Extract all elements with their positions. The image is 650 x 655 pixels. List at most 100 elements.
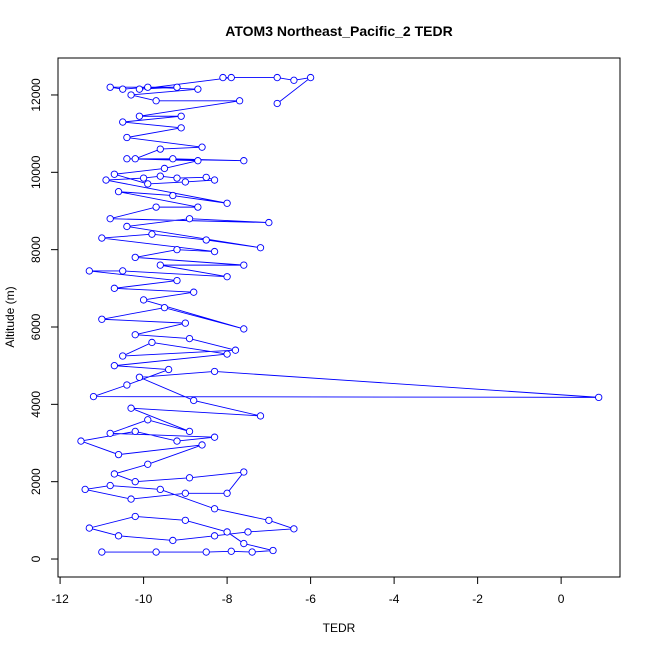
- y-tick-label: 10000: [29, 155, 43, 189]
- data-point: [110, 284, 119, 292]
- data-point: [110, 362, 119, 370]
- x-tick-label: -2: [472, 592, 483, 606]
- y-tick-label: 8000: [29, 236, 43, 263]
- data-point: [231, 346, 240, 354]
- y-tick-label: 2000: [29, 468, 43, 495]
- data-point: [190, 288, 198, 296]
- data-point: [131, 512, 139, 521]
- data-point: [106, 429, 114, 437]
- data-point: [185, 474, 194, 482]
- data-point: [227, 73, 235, 82]
- x-tick-label: -10: [135, 592, 153, 606]
- data-point: [123, 133, 131, 142]
- data-point: [223, 273, 231, 281]
- x-tick-label: 0: [558, 592, 565, 606]
- data-point: [177, 112, 185, 120]
- data-point: [198, 143, 206, 151]
- data-point: [240, 539, 248, 548]
- data-point: [123, 381, 131, 389]
- chart-title: ATOM3 Northeast_Pacific_2 TEDR: [225, 23, 452, 39]
- data-point: [119, 85, 127, 93]
- data-point: [210, 505, 219, 513]
- data-point: [240, 261, 248, 269]
- data-point: [173, 276, 181, 285]
- data-point: [160, 164, 169, 173]
- data-point: [185, 215, 194, 223]
- data-point: [114, 450, 123, 459]
- x-tick-label: -4: [389, 592, 400, 606]
- data-point: [98, 315, 106, 323]
- data-point: [139, 174, 148, 182]
- data-point: [244, 528, 252, 536]
- y-tick-label: 4000: [29, 391, 43, 418]
- data-point: [81, 485, 89, 494]
- data-point: [106, 215, 114, 223]
- data-point: [265, 218, 273, 227]
- data-point: [135, 373, 144, 381]
- data-point: [89, 392, 98, 401]
- data-point: [110, 170, 119, 178]
- data-point: [256, 244, 265, 252]
- data-point: [248, 548, 256, 556]
- data-point: [148, 230, 156, 238]
- data-point: [265, 516, 273, 524]
- data-point: [135, 112, 144, 120]
- data-point: [119, 267, 127, 275]
- data-point: [144, 416, 152, 424]
- data-point: [194, 85, 202, 93]
- data-point: [123, 222, 131, 231]
- data-point: [152, 548, 160, 556]
- data-point: [144, 180, 152, 188]
- data-point: [202, 173, 210, 181]
- data-point: [156, 261, 164, 269]
- data-point: [156, 485, 164, 494]
- data-point: [595, 393, 603, 402]
- data-point: [210, 433, 219, 441]
- data-point: [131, 331, 139, 339]
- data-point: [110, 470, 119, 478]
- data-point: [210, 176, 219, 184]
- data-point: [127, 404, 135, 412]
- data-point: [169, 155, 177, 163]
- data-point: [144, 83, 152, 91]
- data-point: [190, 396, 198, 405]
- data-point: [98, 234, 106, 242]
- data-point: [173, 174, 181, 182]
- data-point: [185, 334, 194, 343]
- x-tick-label: -12: [51, 592, 69, 606]
- data-point: [160, 304, 169, 312]
- data-point: [256, 412, 265, 420]
- data-point: [269, 546, 277, 555]
- data-point: [223, 199, 231, 207]
- data-point: [210, 532, 219, 540]
- data-point: [123, 155, 131, 163]
- data-point: [169, 191, 177, 200]
- data-point: [290, 525, 298, 533]
- data-point: [219, 73, 227, 82]
- data-point: [306, 73, 315, 82]
- data-point: [131, 427, 139, 436]
- data-point: [181, 516, 189, 524]
- data-point: [177, 124, 185, 132]
- data-point: [106, 481, 114, 490]
- data-point: [273, 99, 281, 108]
- data-point: [202, 236, 210, 244]
- data-point: [240, 157, 248, 165]
- data-point: [181, 319, 189, 327]
- data-point: [152, 203, 160, 211]
- data-point: [194, 203, 202, 211]
- x-tick-label: -6: [305, 592, 316, 606]
- data-point: [202, 548, 210, 556]
- data-point: [173, 437, 181, 445]
- data-point: [77, 437, 85, 445]
- data-point: [164, 365, 173, 374]
- data-point: [119, 352, 127, 360]
- data-point: [210, 247, 219, 256]
- data-point: [223, 528, 231, 536]
- data-point: [127, 495, 135, 503]
- data-point: [85, 267, 93, 275]
- data-point: [114, 187, 123, 196]
- data-point: [85, 524, 93, 532]
